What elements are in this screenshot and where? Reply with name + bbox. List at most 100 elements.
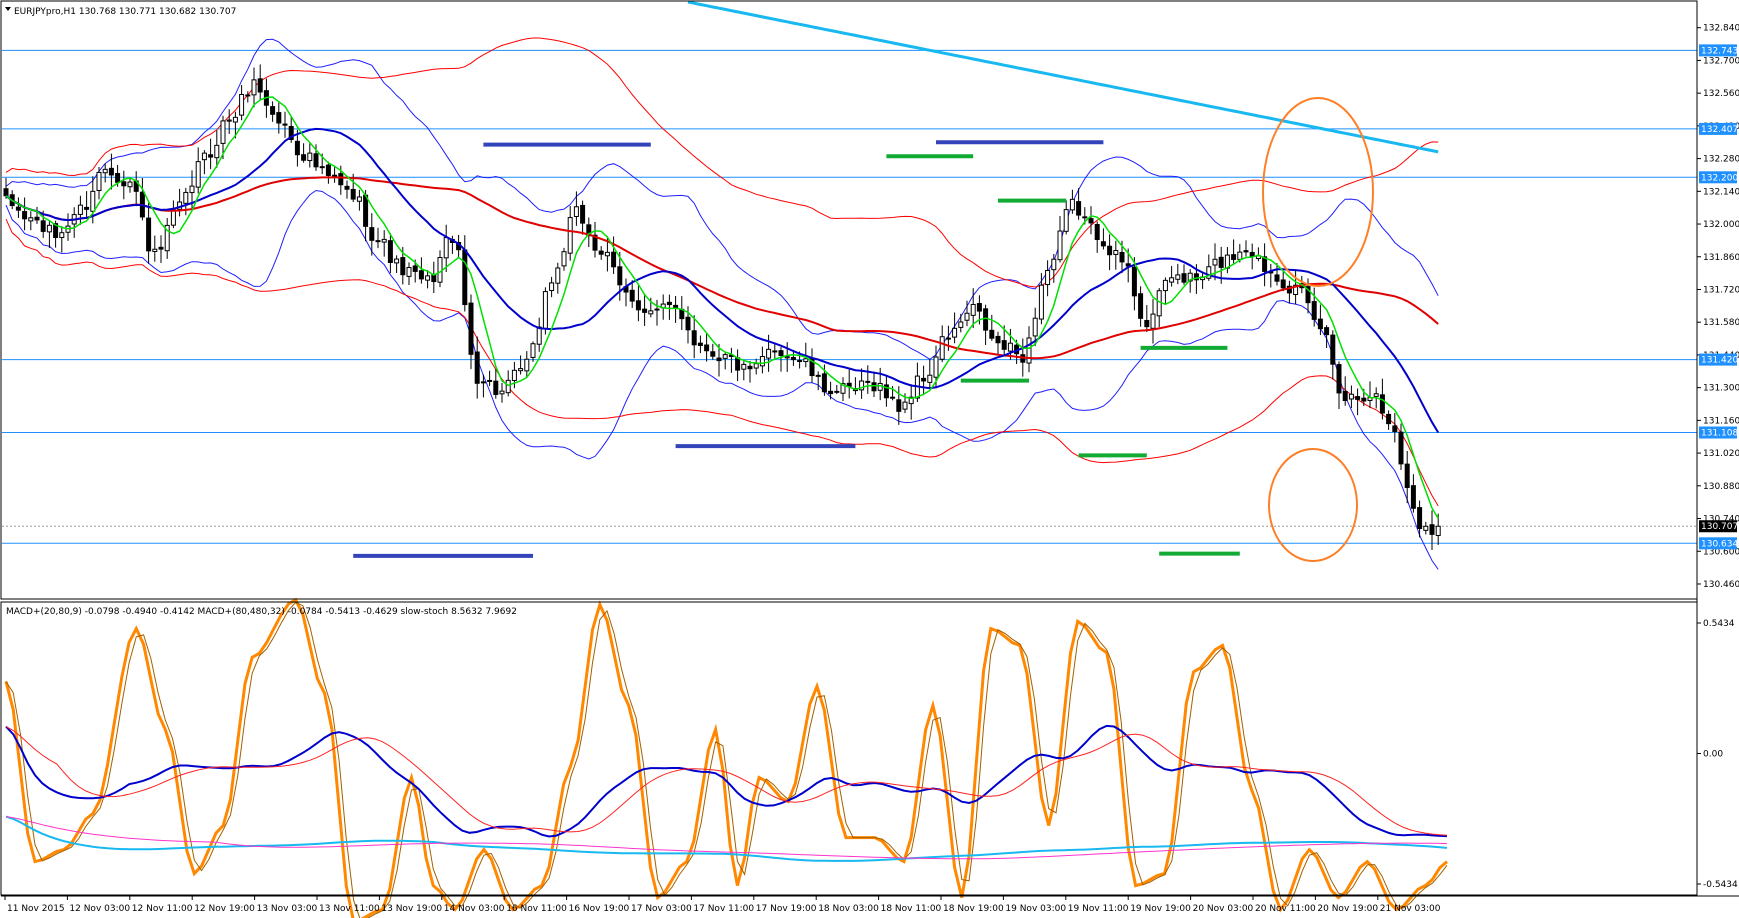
candle-body — [784, 356, 790, 359]
candle-body — [1274, 274, 1280, 282]
candle-body — [1398, 431, 1404, 465]
candle-body — [580, 204, 586, 224]
candle-body — [865, 380, 871, 383]
candle-body — [3, 188, 9, 197]
candle-body — [859, 380, 865, 391]
candle-body — [598, 250, 604, 255]
candle-body — [790, 356, 796, 361]
candle-body — [1045, 270, 1051, 286]
price-tick-label: 132.700 — [1703, 56, 1739, 66]
candle-body — [586, 224, 592, 237]
candle-body — [40, 220, 46, 232]
time-tick-label: 20 Nov 19:00 — [1317, 904, 1378, 914]
candle-body — [710, 351, 716, 357]
price-tick-label: 131.160 — [1703, 416, 1739, 426]
candle-body — [815, 374, 821, 377]
candle-body — [896, 399, 902, 412]
candle-body — [592, 234, 598, 251]
level-price-tag — [1699, 426, 1737, 439]
candle-body — [34, 216, 40, 221]
current-price-label: 130.707 — [1701, 522, 1738, 532]
candle-body — [1131, 266, 1137, 297]
level-price-tag — [1699, 537, 1737, 550]
candle-body — [146, 217, 152, 252]
ma-mid-line — [5, 127, 1440, 434]
candle-body — [1429, 524, 1435, 535]
candle-body — [356, 196, 362, 202]
level-price-tag — [1699, 122, 1737, 135]
oscillator-tick-label: 0.00 — [1703, 750, 1723, 760]
candle-body — [573, 206, 579, 217]
candle-body — [22, 211, 28, 220]
candle-body — [1001, 340, 1007, 350]
candle-body — [1423, 525, 1429, 531]
candle-body — [1373, 393, 1379, 397]
stoch-line — [4, 597, 1448, 918]
candle-body — [828, 390, 834, 395]
candle-body — [1317, 318, 1323, 330]
candle-body — [890, 396, 896, 399]
candle-body — [797, 360, 803, 363]
candle-body — [883, 384, 889, 399]
time-tick-label: 19 Nov 11:00 — [1068, 904, 1129, 914]
candle-body — [369, 227, 375, 241]
candle-body — [908, 396, 914, 405]
candle-body — [425, 275, 431, 281]
candle-body — [1094, 224, 1100, 240]
candle-body — [1218, 256, 1224, 268]
candle-body — [487, 379, 493, 382]
candle-body — [642, 308, 648, 313]
candle-body — [1342, 391, 1348, 401]
time-tick-label: 12 Nov 03:00 — [69, 904, 130, 914]
candle-body — [933, 356, 939, 378]
candle-body — [666, 301, 672, 306]
macd-signal-line — [5, 726, 1448, 836]
candle-body — [220, 120, 226, 144]
candle-body — [332, 174, 338, 177]
candle-body — [1330, 334, 1336, 365]
candle-body — [319, 166, 325, 169]
price-tick-label: 132.840 — [1703, 24, 1739, 34]
price-tick-label: 131.020 — [1703, 449, 1739, 459]
level-price-label: 132.743 — [1701, 46, 1738, 56]
candle-body — [939, 336, 945, 360]
candle-body — [1138, 293, 1144, 319]
candle-body — [344, 185, 350, 190]
candle-body — [524, 358, 530, 372]
candle-body — [1125, 263, 1131, 267]
candle-body — [1355, 396, 1361, 400]
candle-body — [921, 377, 927, 382]
candle-body — [493, 380, 499, 395]
price-tick-label: 131.580 — [1703, 318, 1739, 328]
candle-body — [387, 240, 393, 263]
candle-body — [208, 154, 214, 158]
candle-body — [1082, 216, 1088, 219]
candlesticks — [3, 64, 1441, 551]
candle-body — [313, 153, 319, 168]
time-tick-label: 11 Nov 2015 — [7, 904, 65, 914]
candle-body — [635, 300, 641, 311]
dropdown-triangle-icon[interactable] — [5, 7, 11, 11]
candle-body — [741, 363, 747, 370]
candle-body — [1119, 251, 1125, 263]
upper-red-band — [5, 37, 1439, 288]
level-price-tag — [1699, 44, 1737, 57]
candle-body — [549, 282, 555, 292]
candle-body — [363, 194, 369, 227]
main-price-pane[interactable] — [2, 0, 1697, 570]
candle-body — [871, 382, 877, 392]
candle-body — [1144, 320, 1150, 328]
candle-body — [1193, 273, 1199, 281]
candle-body — [46, 224, 52, 233]
time-axis: 11 Nov 2015 12 Nov 03:00 12 Nov 11:00 12 No… — [4, 896, 1441, 914]
candle-body — [1162, 279, 1168, 292]
candle-body — [1026, 337, 1032, 364]
candle-body — [1113, 250, 1119, 255]
price-tick-label: 132.140 — [1703, 187, 1739, 197]
candle-body — [381, 238, 387, 243]
oscillator-pane[interactable] — [4, 597, 1448, 918]
oscillator-tick-label: -0.5434 — [1703, 880, 1738, 890]
time-tick-label: 16 Nov 11:00 — [506, 904, 567, 914]
signal-segments — [353, 140, 1240, 558]
